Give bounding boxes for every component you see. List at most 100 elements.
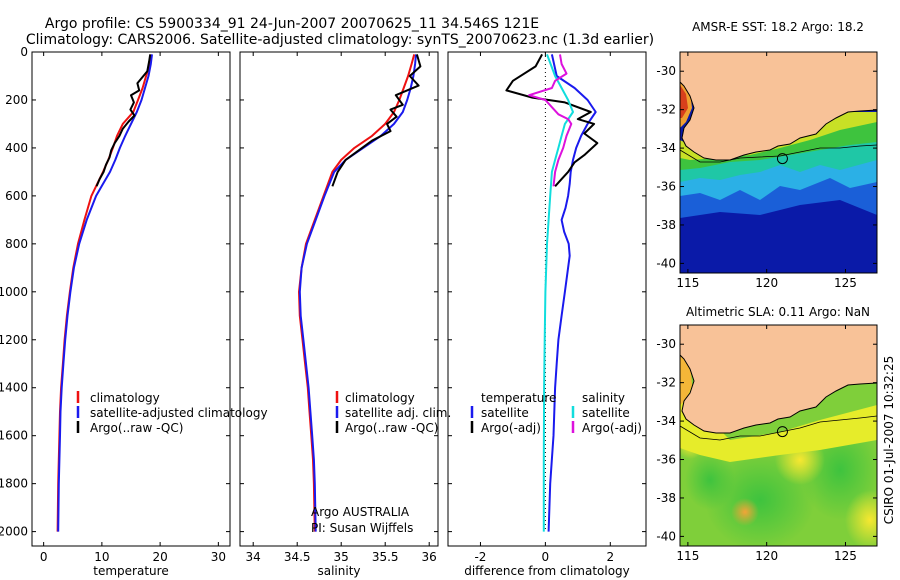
x-tick-label: 2 xyxy=(606,550,614,564)
sla-map xyxy=(680,325,877,546)
x-tick-label: 36 xyxy=(422,550,437,564)
salinity-axes: 34 34.5 35 35.5 36 xyxy=(240,51,438,564)
x-tick-label: 30 xyxy=(211,550,226,564)
y-tick-label: 1400 xyxy=(0,381,28,395)
argo-position-marker xyxy=(776,153,788,165)
sla-hot-patch xyxy=(731,498,759,526)
y-tick-label: 800 xyxy=(5,237,28,251)
legend-label-temp-satellite: satellite xyxy=(481,406,529,420)
temperature-legend: climatology satellite-adjusted climatolo… xyxy=(76,391,268,435)
sst-land xyxy=(680,52,877,160)
sst-coastline xyxy=(680,81,877,161)
x-tick-label: 120 xyxy=(755,549,778,563)
y-tick-label: -40 xyxy=(656,256,676,270)
x-tick-label: 120 xyxy=(755,276,778,290)
difference-legend: temperature salinity satellite Argo(-adj… xyxy=(470,391,642,435)
x-tick-label: 0 xyxy=(542,550,550,564)
salinity-axis-label: salinity xyxy=(317,564,360,578)
sla-contour xyxy=(680,415,877,441)
y-tick-label: 600 xyxy=(5,189,28,203)
x-tick-label: 125 xyxy=(834,549,857,563)
difference-series xyxy=(505,53,599,532)
figure-title-line2: Climatology: CARS2006. Satellite-adjuste… xyxy=(26,32,654,48)
legend-label-temp-argo: Argo(-adj) xyxy=(481,421,541,435)
series-line-satellite-adj-clim xyxy=(298,54,417,532)
x-tick-label: 35.5 xyxy=(372,550,399,564)
sst-map-frame xyxy=(679,51,878,274)
argo-australia-label: Argo AUSTRALIA xyxy=(311,505,410,519)
y-tick-label: -30 xyxy=(656,64,676,78)
y-tick-label: 1600 xyxy=(0,429,28,443)
legend-title-temperature: temperature xyxy=(481,391,556,405)
x-tick-label: 34.5 xyxy=(284,550,311,564)
x-tick-label: 10 xyxy=(94,550,109,564)
temperature-series xyxy=(56,54,153,532)
sst-contour xyxy=(680,144,877,163)
legend-label-argo: Argo(..raw -QC) xyxy=(345,421,438,435)
y-tick-label: 0 xyxy=(20,45,28,59)
legend-label-climatology: climatology xyxy=(90,391,160,405)
temperature-axes: 0 10 20 30 0 200 400 600 800 1000 1200 1400 1600 1800… xyxy=(0,45,230,564)
x-tick-label: 34 xyxy=(246,550,261,564)
series-line-salinity-argo-adj xyxy=(528,54,573,187)
y-tick-label: -36 xyxy=(656,180,676,194)
series-line-temperature-argo-adj xyxy=(505,53,599,187)
salinity-legend: climatology satellite adj. clim. Argo(..… xyxy=(335,391,451,435)
series-line-satellite-adjusted-climatology xyxy=(57,54,153,532)
y-tick-label: -38 xyxy=(656,491,676,505)
y-tick-label: -34 xyxy=(656,141,676,155)
series-line-temperature-satellite xyxy=(547,54,597,532)
x-tick-label: 0 xyxy=(40,550,48,564)
y-tick-label: 1000 xyxy=(0,285,28,299)
salinity-plot-area xyxy=(239,51,439,547)
sla-map-axes: 115 120 125 -30 -32 -34 -36 -38 -40 xyxy=(656,325,877,563)
y-tick-label: -40 xyxy=(656,529,676,543)
y-tick-label: -32 xyxy=(656,376,676,390)
legend-label-satellite: satellite adj. clim. xyxy=(345,406,451,420)
figure-title-line1: Argo profile: CS 5900334_91 24-Jun-2007 … xyxy=(45,16,539,32)
y-tick-label: -32 xyxy=(656,103,676,117)
sla-warm-patch xyxy=(845,490,877,546)
sla-map-title: Altimetric SLA: 0.11 Argo: NaN xyxy=(686,305,870,319)
y-tick-label: 2000 xyxy=(0,525,28,539)
sla-coastal-yellow xyxy=(680,350,877,462)
sla-land xyxy=(680,325,877,433)
y-tick-label: 1800 xyxy=(0,477,28,491)
series-line-salinity-satellite xyxy=(542,54,574,532)
legend-title-salinity: salinity xyxy=(582,391,625,405)
legend-label-climatology: climatology xyxy=(345,391,415,405)
difference-plot-area xyxy=(447,51,647,547)
temperature-axis-label: temperature xyxy=(93,564,168,578)
y-tick-label: -30 xyxy=(656,337,676,351)
y-tick-label: 1200 xyxy=(0,333,28,347)
sla-cool-patch xyxy=(685,450,735,510)
temperature-plot-area xyxy=(31,51,231,547)
y-tick-label: -34 xyxy=(656,414,676,428)
y-tick-label: -38 xyxy=(656,218,676,232)
difference-axis-label: difference from climatology xyxy=(464,564,630,578)
legend-label-sal-argo: Argo(-adj) xyxy=(582,421,642,435)
principal-investigator-label: PI: Susan Wijffels xyxy=(311,521,413,535)
y-tick-label: -36 xyxy=(656,453,676,467)
legend-label-satellite: satellite-adjusted climatology xyxy=(90,406,268,420)
sst-map-title: AMSR-E SST: 18.2 Argo: 18.2 xyxy=(692,20,864,34)
csiro-credit: CSIRO 01-Jul-2007 10:32:25 xyxy=(882,356,896,524)
x-tick-label: 125 xyxy=(834,276,857,290)
salinity-series xyxy=(298,54,422,532)
sla-coastline xyxy=(680,354,877,434)
difference-axes: -2 0 2 xyxy=(448,51,646,564)
sst-coastal-yellow xyxy=(680,112,877,160)
legend-label-sal-satellite: satellite xyxy=(582,406,630,420)
argo-position-marker xyxy=(776,426,788,438)
x-tick-label: -2 xyxy=(474,550,486,564)
series-line-argo-raw-qc xyxy=(95,54,152,187)
legend-label-argo: Argo(..raw -QC) xyxy=(90,421,183,435)
x-tick-label: 35 xyxy=(334,550,349,564)
sst-map xyxy=(680,52,877,273)
x-tick-label: 115 xyxy=(676,549,699,563)
sla-map-frame xyxy=(679,324,878,547)
y-tick-label: 200 xyxy=(5,93,28,107)
sst-map-axes: 115 120 125 -30 -32 -34 -36 -38 -40 xyxy=(656,52,877,290)
x-tick-label: 115 xyxy=(676,276,699,290)
